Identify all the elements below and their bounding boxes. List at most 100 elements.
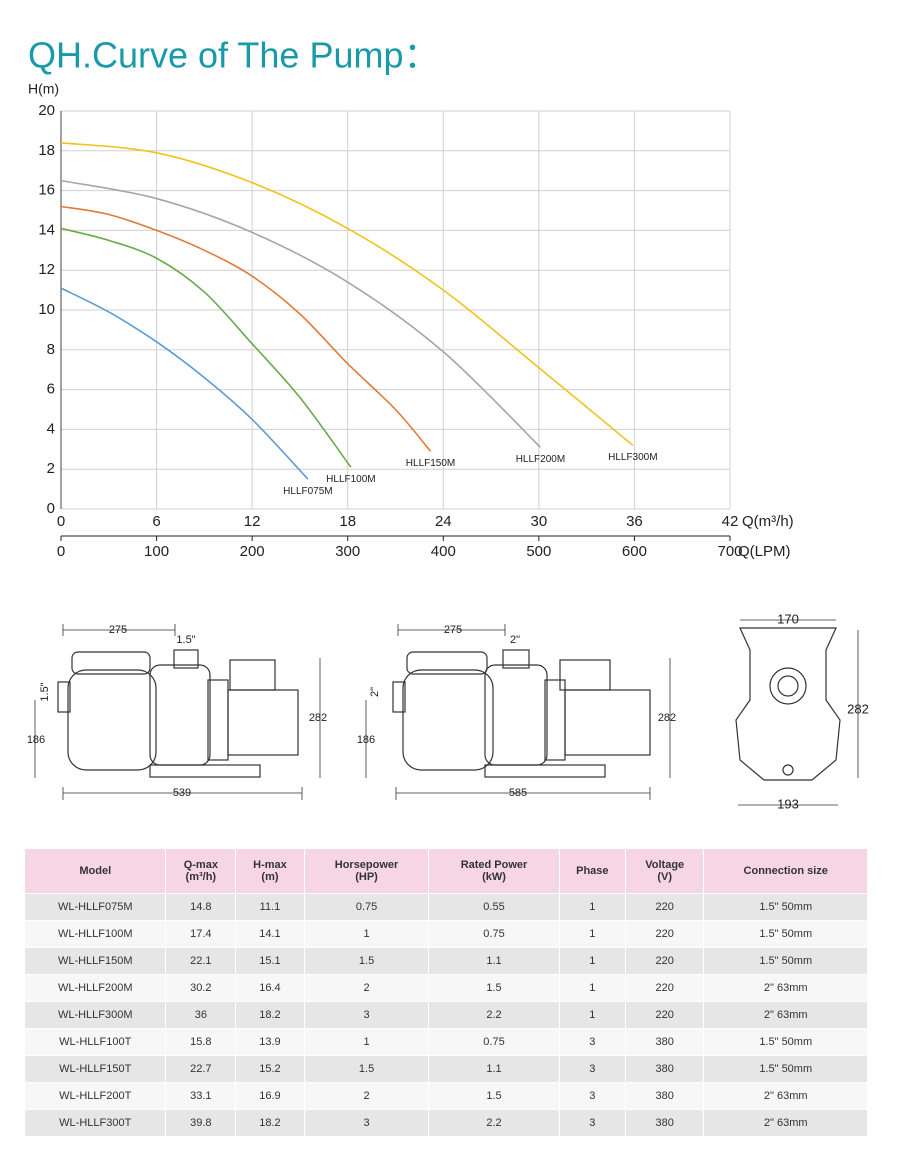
cell: 1: [303, 1028, 430, 1056]
cell: 30.2: [165, 974, 237, 1002]
cell: 3: [303, 1001, 430, 1029]
cell: 1: [303, 920, 430, 948]
cell: 1.1: [428, 1055, 560, 1083]
dimension: 539: [173, 787, 191, 799]
dimension: 282: [309, 712, 327, 724]
x2-tick-label: 500: [526, 543, 551, 560]
cell: 1.5" 50mm: [703, 893, 868, 921]
cell: 1: [558, 974, 626, 1002]
row: WL-HLLF200M 30.2 16.4 2 1.5 1 220 2" 63mm: [23, 974, 868, 1002]
cell: 2" 63mm: [703, 974, 868, 1002]
header-cell: H-max (m): [235, 848, 305, 894]
dimension: 170: [777, 611, 799, 626]
x-tick-label: 30: [531, 513, 548, 530]
row: WL-HLLF100T 15.8 13.9 1 0.75 3 380 1.5" 50mm: [23, 1028, 868, 1056]
curve: [60, 227, 352, 468]
y-tick-label: 2: [47, 460, 55, 477]
cell: 1: [558, 1001, 626, 1029]
row: WL-HLLF300M 36 18.2 3 2.2 1 220 2" 63mm: [23, 1001, 868, 1029]
dimension: 2": [369, 687, 381, 697]
x-tick-label: 18: [339, 513, 356, 530]
x-tick-label: 36: [626, 513, 643, 530]
header-cell: Voltage (V): [624, 848, 705, 894]
cell: 2.2: [428, 1001, 560, 1029]
cell: 22.7: [165, 1055, 237, 1083]
cell: 2: [303, 1082, 430, 1110]
x2-tick-label: 600: [622, 543, 647, 560]
cell: 16.4: [235, 974, 305, 1002]
y-tick-label: 0: [47, 500, 55, 517]
cell: 18.2: [235, 1109, 305, 1137]
curve: [60, 205, 432, 452]
curve-label: HLLF100M: [326, 474, 375, 485]
cell: 3: [558, 1109, 626, 1137]
cell: 14.8: [165, 893, 237, 921]
x2-tick-label: 700: [717, 543, 742, 560]
y-tick-label: 12: [38, 261, 55, 278]
x2-axis-label: Q(LPM): [738, 543, 791, 560]
cell: WL-HLLF200T: [23, 1082, 167, 1110]
row: WL-HLLF200T 33.1 16.9 2 1.5 3 380 2" 63mm: [23, 1082, 868, 1110]
cell: 1: [558, 947, 626, 975]
dimension: 275: [444, 624, 462, 636]
cell: WL-HLLF150T: [23, 1055, 167, 1083]
header-cell: Horsepower (HP): [303, 848, 430, 894]
cell: WL-HLLF300T: [23, 1109, 167, 1137]
curve: [60, 142, 634, 446]
x-tick-label: 6: [152, 513, 160, 530]
curve-label: HLLF200M: [516, 454, 565, 465]
row: WL-HLLF100M 17.4 14.1 1 0.75 1 220 1.5" 50mm: [23, 920, 868, 948]
cell: 220: [624, 974, 705, 1002]
header-cell: Q-max (m³/h): [165, 848, 237, 894]
cell: 0.75: [428, 1028, 560, 1056]
pump-front-view: [735, 619, 859, 806]
cell: 220: [624, 920, 705, 948]
cell: 14.1: [235, 920, 305, 948]
y-tick-label: 10: [38, 301, 55, 318]
curve-label: HLLF150M: [406, 458, 455, 469]
dimensions: 275 1.5" 1.5" 186 282 539 275 2" 2" 186 …: [27, 611, 869, 811]
cell: 16.9: [235, 1082, 305, 1110]
curve: [60, 287, 309, 480]
header-row: Model Q-max (m³/h) H-max (m) Horsepower (HP…: [23, 848, 868, 894]
dimension: 1.5": [176, 634, 195, 646]
y-tick-label: 6: [47, 381, 55, 398]
cell: 380: [624, 1082, 705, 1110]
curve-label: HLLF300M: [608, 452, 657, 463]
cell: 1.5: [303, 1055, 430, 1083]
x-axis-label: Q(m³/h): [742, 513, 794, 530]
cell: 220: [624, 1001, 705, 1029]
cell: 1.1: [428, 947, 560, 975]
cell: 0.75: [303, 893, 430, 921]
title: QH.Curve of The Pump：: [28, 35, 440, 76]
header-cell: Connection size: [703, 848, 868, 894]
cell: 17.4: [165, 920, 237, 948]
dimension: 186: [27, 734, 45, 746]
pump-side-view: [365, 624, 671, 800]
cell: 3: [558, 1082, 626, 1110]
cell: 11.1: [235, 893, 305, 921]
cell: 2" 63mm: [703, 1082, 868, 1110]
row: WL-HLLF075M 14.8 11.1 0.75 0.55 1 220 1.5" 50mm: [23, 893, 868, 921]
cell: 36: [165, 1001, 237, 1029]
cell: WL-HLLF200M: [23, 974, 167, 1002]
cell: 380: [624, 1028, 705, 1056]
cell: 18.2: [235, 1001, 305, 1029]
cell: 15.8: [165, 1028, 237, 1056]
cell: WL-HLLF075M: [23, 893, 167, 921]
x-tick-label: 12: [244, 513, 261, 530]
dimension: 193: [777, 796, 799, 811]
cell: 15.2: [235, 1055, 305, 1083]
dimension: 186: [357, 734, 375, 746]
header-cell: Phase: [558, 848, 626, 894]
cell: 2.2: [428, 1109, 560, 1137]
y-tick-label: 20: [38, 102, 55, 119]
cell: 13.9: [235, 1028, 305, 1056]
y-axis-label: H(m): [28, 81, 59, 97]
cell: 1.5: [428, 1082, 560, 1110]
cell: 0.75: [428, 920, 560, 948]
cell: 3: [558, 1028, 626, 1056]
cell: 220: [624, 893, 705, 921]
